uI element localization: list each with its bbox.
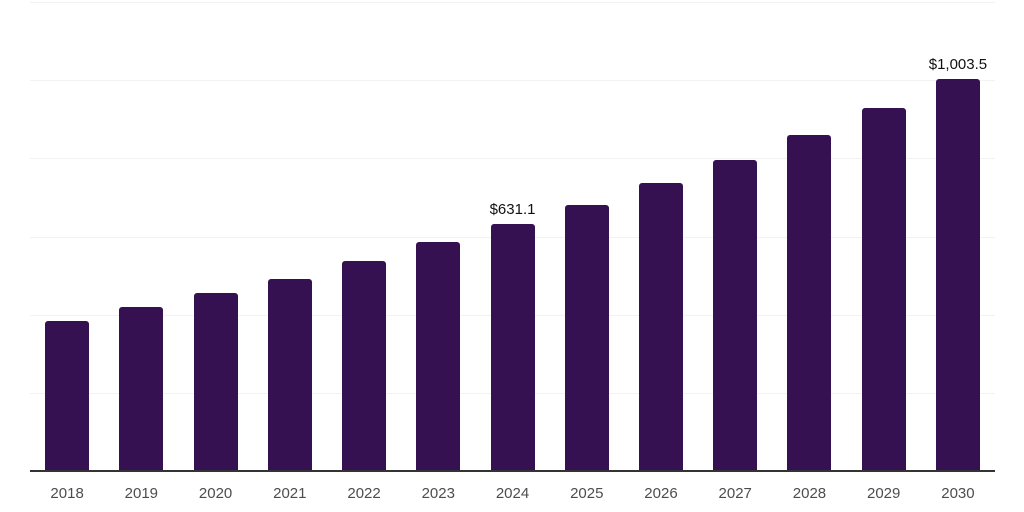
bar-2022: [342, 261, 387, 471]
bar-2019: [119, 307, 164, 471]
x-tick-label: 2026: [644, 485, 678, 502]
bar-column: [698, 2, 772, 471]
x-tick-label: 2028: [792, 485, 827, 502]
bar-column: [624, 2, 698, 471]
bar-2021: [267, 278, 312, 471]
x-tick-label: 2023: [421, 485, 455, 502]
gridline: [30, 158, 995, 160]
x-tick-label: 2020: [198, 485, 233, 502]
bar-column: $631.1: [475, 2, 549, 471]
bar-2025: [564, 205, 609, 471]
bar-2027: [713, 160, 758, 471]
x-tick-label: 2027: [718, 485, 752, 502]
gridline: [30, 80, 995, 82]
bar-column: [550, 2, 624, 471]
bar-2028: [787, 134, 832, 471]
bar-column: [178, 2, 252, 471]
bar-2029: [861, 107, 906, 471]
bar-column: [772, 2, 846, 471]
bar-2024: [490, 224, 535, 471]
x-tick-label: 2019: [124, 485, 159, 502]
bar-2023: [416, 241, 461, 471]
bar-2026: [638, 183, 683, 471]
x-axis-labels: 2018 2019 2020 2021 2022 2023 2024 2025 2026 2027…: [30, 484, 995, 503]
bar-value-label: $1,003.5: [928, 55, 988, 73]
x-tick-label: 2018: [50, 485, 84, 502]
bar-column: [104, 2, 178, 471]
bar-column: [401, 2, 475, 471]
bar-column: [847, 2, 921, 471]
x-tick-label: 2030: [941, 485, 975, 502]
bar-2020: [193, 292, 238, 471]
bar-2030: [935, 78, 980, 471]
bar-column: [30, 2, 104, 471]
bar-column: [253, 2, 327, 471]
gridline: [30, 2, 995, 3]
x-tick-label: 2024: [495, 485, 530, 502]
x-tick-label: 2025: [570, 485, 604, 502]
bars: $631.1 $1,003.5: [30, 2, 995, 471]
bar-column: [327, 2, 401, 471]
bar-2018: [45, 321, 90, 471]
bar-value-label: $631.1: [489, 201, 536, 219]
x-tick-label: 2029: [867, 485, 901, 502]
x-tick-label: 2022: [347, 485, 381, 502]
x-tick-label: 2021: [273, 485, 307, 502]
plot-area: $631.1 $1,003.5: [30, 2, 995, 471]
x-axis-line: [30, 470, 995, 472]
bar-column: $1,003.5: [921, 2, 995, 471]
